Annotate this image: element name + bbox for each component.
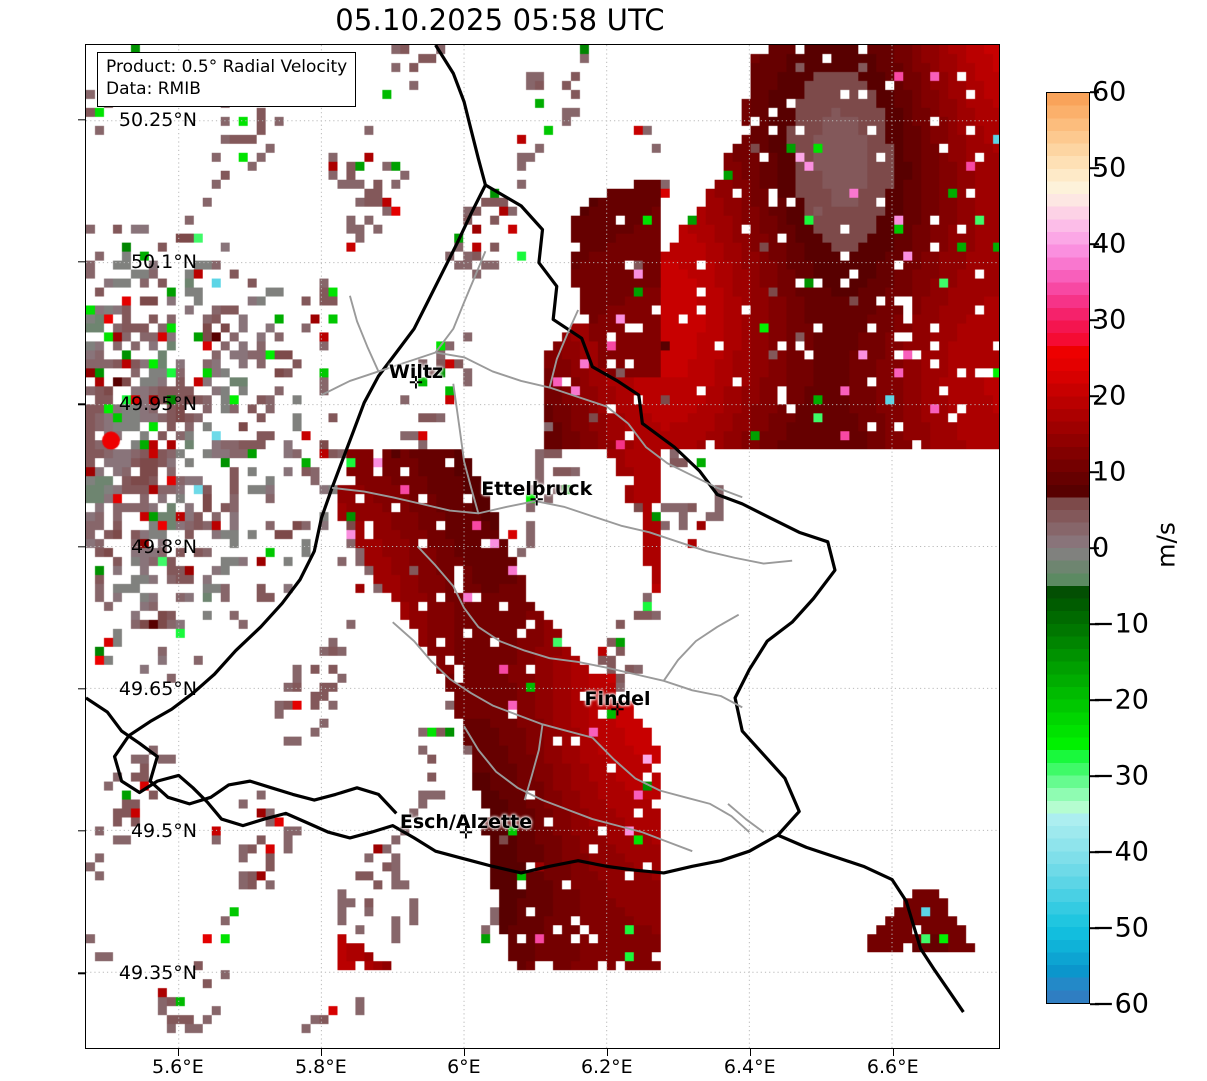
page-title: 05.10.2025 05:58 UTC <box>335 3 665 37</box>
y-axis-tick-label: 50.25°N <box>118 108 197 131</box>
colorbar-tick-label: −10 <box>1092 608 1149 640</box>
colorbar-tick-mark <box>1090 775 1099 777</box>
y-axis-tick-mark <box>78 261 85 263</box>
y-axis-tick-mark <box>78 972 85 974</box>
x-axis-tick-label: 6°E <box>447 1056 481 1078</box>
y-axis-tick-mark <box>78 688 85 690</box>
colorbar-tick-label: −20 <box>1092 684 1149 716</box>
y-axis-tick-label: 49.5°N <box>130 819 197 842</box>
admin-boundary <box>591 736 750 833</box>
y-axis-tick-label: 49.35°N <box>118 962 197 985</box>
colorbar-tick-mark <box>1090 167 1099 169</box>
y-axis-tick-label: 49.65°N <box>118 677 197 700</box>
admin-boundary <box>548 309 579 388</box>
radar-reflectivity-layer <box>86 45 999 1048</box>
colorbar-tick-label: 0 <box>1092 532 1110 564</box>
x-axis-tick-label: 6.4°E <box>723 1056 776 1078</box>
national-border-southeast <box>777 833 965 1013</box>
y-axis-tick-label: 49.95°N <box>118 393 197 416</box>
colorbar[interactable] <box>1046 92 1090 1004</box>
national-border-southwest <box>86 696 398 815</box>
admin-boundary <box>627 422 743 499</box>
admin-boundary <box>349 295 380 372</box>
colorbar-tick-mark <box>1090 319 1099 321</box>
admin-boundary <box>331 486 793 565</box>
colorbar-tick-mark <box>1090 395 1099 397</box>
colorbar-tick-mark <box>1090 243 1099 245</box>
colorbar-tick-label: −30 <box>1092 760 1149 792</box>
y-axis-tick-mark <box>78 119 85 121</box>
colorbar-unit-label: m/s <box>1151 522 1181 568</box>
colorbar-tick-mark <box>1090 699 1099 701</box>
admin-boundary <box>434 250 487 354</box>
x-axis-tick-mark <box>892 1049 895 1056</box>
colorbar-tick-label: −40 <box>1092 836 1149 868</box>
colorbar-tick-mark <box>1090 91 1099 93</box>
colorbar-tick-label: −60 <box>1092 988 1149 1020</box>
colorbar-tick-mark <box>1090 623 1099 625</box>
x-axis-tick-label: 6.2°E <box>580 1056 633 1078</box>
admin-boundary <box>392 621 593 739</box>
colorbar-tick-label: −50 <box>1092 912 1149 944</box>
x-axis-tick-mark <box>463 1049 466 1056</box>
x-axis-tick-mark <box>606 1049 609 1056</box>
x-axis-tick-mark <box>177 1049 180 1056</box>
y-axis-tick-mark <box>78 403 85 405</box>
admin-boundary <box>416 545 743 709</box>
admin-boundary <box>727 803 765 833</box>
data-source-line: Data: RMIB <box>106 78 201 99</box>
map-overlay-layer <box>86 45 999 1048</box>
colorbar-tick-mark <box>1090 1003 1099 1005</box>
colorbar-tick-mark <box>1090 927 1099 929</box>
national-border-north <box>434 45 487 186</box>
x-axis-tick-mark <box>320 1049 323 1056</box>
x-axis-tick-label: 5.8°E <box>295 1056 347 1078</box>
x-axis-tick-mark <box>749 1049 752 1056</box>
x-axis-tick-label: 6.6°E <box>866 1056 919 1078</box>
y-axis-tick-label: 49.8°N <box>130 535 197 558</box>
admin-boundary <box>452 383 480 514</box>
product-line: Product: 0.5° Radial Velocity <box>106 57 348 77</box>
product-info-box: Product: 0.5° Radial Velocity Data: RMIB <box>97 52 357 107</box>
x-axis-tick-label: 5.6°E <box>152 1056 204 1078</box>
colorbar-gradient <box>1047 93 1089 1003</box>
colorbar-tick-mark <box>1090 547 1099 549</box>
y-axis-tick-mark <box>78 545 85 548</box>
admin-boundary <box>662 613 740 682</box>
y-axis-tick-mark <box>78 830 85 832</box>
admin-boundary <box>523 724 544 801</box>
colorbar-tick-mark <box>1090 851 1099 853</box>
admin-boundary <box>463 725 693 853</box>
admin-boundary <box>320 351 629 425</box>
colorbar-tick-mark <box>1090 471 1099 473</box>
national-border-luxembourg <box>112 183 837 875</box>
radar-map-plot[interactable] <box>85 44 1000 1049</box>
y-axis-tick-label: 50.1°N <box>130 251 197 274</box>
